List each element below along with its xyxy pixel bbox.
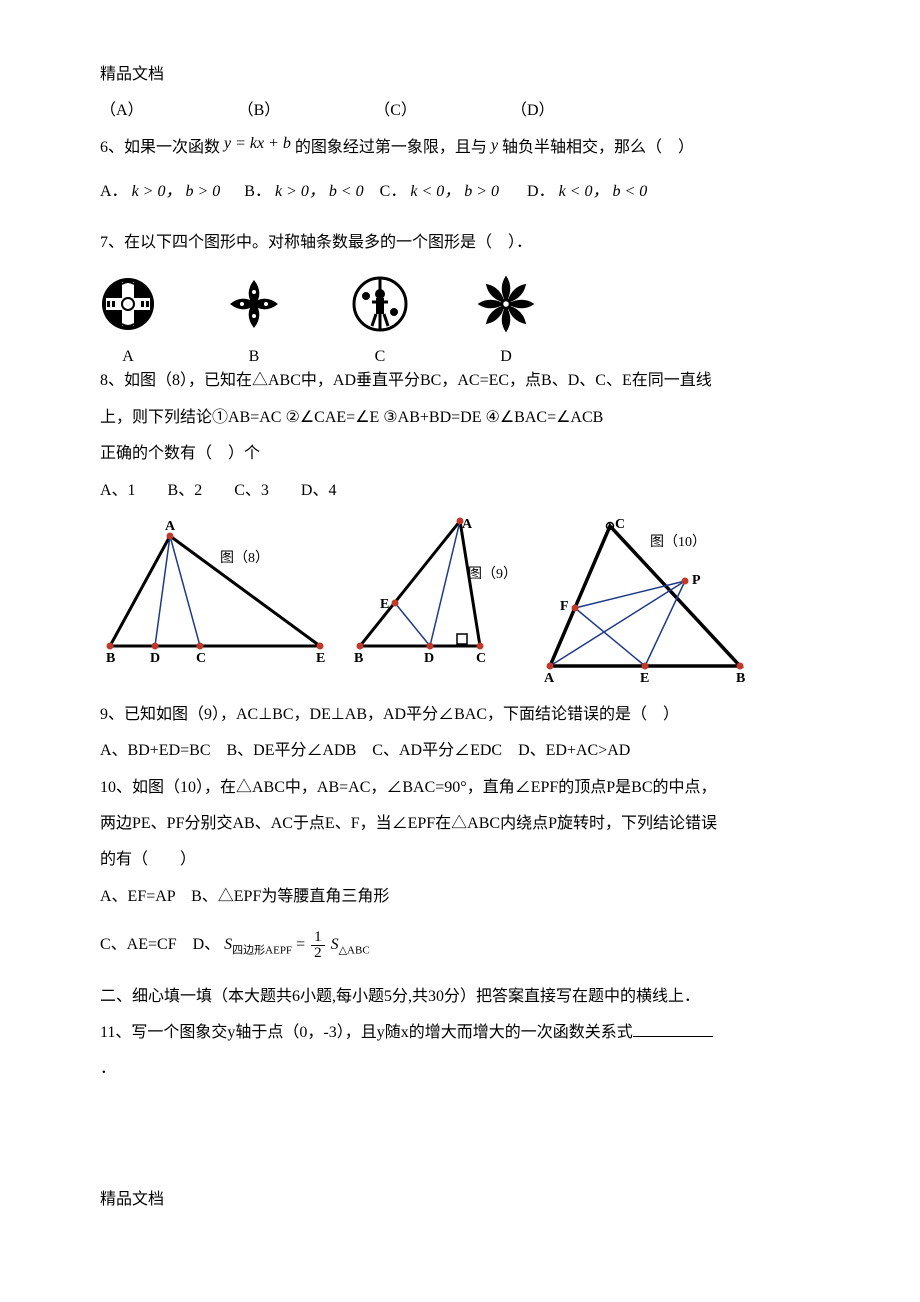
svg-text:C: C <box>476 651 486 666</box>
fig8-label: 图（8） <box>220 550 269 566</box>
figure-8: A B D C E 图（8） <box>100 516 330 666</box>
q8-line1: 8、如图（8），已知在△ABC中，AD垂直平分BC，AC=EC，点B、D、C、E… <box>100 366 820 396</box>
q7-symbol-c-icon <box>352 276 408 332</box>
svg-text:B: B <box>354 651 363 666</box>
q10-optD-S1: S <box>224 936 232 953</box>
q6-optA-label: A． <box>100 183 128 200</box>
q7-symbols-row: A B C <box>100 276 820 372</box>
q10-optsCD: C、AE=CF D、 S四边形AEPF = 1 2 S△ABC <box>100 930 820 961</box>
q6-optD-label: D． <box>527 183 555 200</box>
svg-text:F: F <box>560 599 569 614</box>
svg-text:C: C <box>196 651 206 666</box>
q6-optB-label: B． <box>244 183 271 200</box>
q6-optD: k < 0， b < 0 <box>559 183 648 200</box>
q6-pre: 6、如果一次函数 <box>100 139 220 156</box>
svg-text:A: A <box>165 519 176 534</box>
q7-symbol-a-col: A <box>100 276 156 372</box>
fig10-label: 图（10） <box>650 534 706 550</box>
q10-optD-S2: S <box>331 936 339 953</box>
q6-optC: k < 0， b > 0 <box>410 183 499 200</box>
svg-text:P: P <box>692 573 701 588</box>
q10-line1: 10、如图（10），在△ABC中，AB=AC，∠BAC=90°，直角∠EPF的顶… <box>100 773 820 803</box>
q11-blank <box>633 1020 713 1037</box>
q7-stem: 7、在以下四个图形中。对称轴条数最多的一个图形是（ ）． <box>100 228 820 258</box>
svg-text:C: C <box>615 517 625 532</box>
figure-10: C A B E P F 图（10） <box>540 516 760 686</box>
q9-opts: A、BD+ED=BC B、DE平分∠ADB C、AD平分∠EDC D、ED+AC… <box>100 736 820 766</box>
q8-line3: 正确的个数有（ ）个 <box>100 439 820 469</box>
svg-text:E: E <box>316 651 325 666</box>
page-header: 精品文档 <box>100 60 820 90</box>
q6-post: 的图象经过第一象限，且与 <box>295 139 487 156</box>
q7-symbol-b-icon <box>226 276 282 332</box>
q6-formula: y = kx + b <box>224 135 291 152</box>
fig9-label: 图（9） <box>468 566 517 582</box>
q5-options-row: （A） （B） （C） （D） <box>100 96 820 126</box>
q8-line2: 上，则下列结论①AB=AC ②∠CAE=∠E ③AB+BD=DE ④∠BAC=∠… <box>100 403 820 433</box>
q8-opts: A、1 B、2 C、3 D、4 <box>100 476 820 506</box>
svg-text:B: B <box>736 671 745 686</box>
page-footer: 精品文档 <box>100 1185 820 1215</box>
q10-optsAB: A、EF=AP B、△EPF为等腰直角三角形 <box>100 882 820 912</box>
q11-dot: ． <box>100 1054 820 1084</box>
q9-stem: 9、已知如图（9），AC⊥BC，DE⊥AB，AD平分∠BAC，下面结论错误的是（… <box>100 700 820 730</box>
q7-symbol-c-col: C <box>352 276 408 372</box>
q5-opt-a: （A） <box>100 102 144 119</box>
q5-opt-b: （B） <box>238 102 281 119</box>
svg-text:D: D <box>150 651 160 666</box>
q11-text: 11、写一个图象交y轴于点（0，-3），且y随x的增大而增大的一次函数关系式 <box>100 1024 633 1041</box>
q7-symbol-d-col: D <box>478 276 534 372</box>
q10-optC-pre: C、AE=CF D、 <box>100 936 220 953</box>
q10-optD-sub1: 四边形AEPF <box>232 945 292 957</box>
q5-opt-c: （C） <box>374 102 417 119</box>
figure-9: A B D C E 图（9） <box>350 516 520 666</box>
q5-opt-d: （D） <box>511 102 555 119</box>
q10-optD-sub2: △ABC <box>339 945 370 957</box>
q6-options: A． k > 0， b > 0 B． k > 0， b < 0 C． k < 0… <box>100 177 820 207</box>
q10-frac-den: 2 <box>311 946 325 961</box>
q7-symbol-a-icon <box>100 276 156 332</box>
q10-line3: 的有（ ） <box>100 845 820 875</box>
q6-post2: 轴负半轴相交，那么（ ） <box>502 139 694 156</box>
q6-stem: 6、如果一次函数 y = kx + b 的图象经过第一象限，且与 y 轴负半轴相… <box>100 133 820 163</box>
q6-optC-label: C． <box>380 183 407 200</box>
q7-symbol-b-col: B <box>226 276 282 372</box>
q10-optD-eq: = <box>296 936 309 953</box>
svg-text:A: A <box>462 517 473 532</box>
q6-y: y <box>491 137 498 154</box>
q10-line2: 两边PE、PF分别交AB、AC于点E、F，当∠EPF在△ABC内绕点P旋转时，下… <box>100 809 820 839</box>
q7-symbol-d-icon <box>478 276 534 332</box>
section2-header: 二、细心填一填（本大题共6小题,每小题5分,共30分）把答案直接写在题中的横线上… <box>100 982 820 1012</box>
q10-frac-num: 1 <box>311 930 325 946</box>
svg-text:A: A <box>544 671 555 686</box>
svg-text:B: B <box>106 651 115 666</box>
q11-stem: 11、写一个图象交y轴于点（0，-3），且y随x的增大而增大的一次函数关系式 <box>100 1018 820 1048</box>
svg-text:E: E <box>380 597 389 612</box>
q6-optA: k > 0， b > 0 <box>132 183 221 200</box>
figures-row: A B D C E 图（8） A B D C E 图（9） C <box>100 516 820 686</box>
q10-frac: 1 2 <box>311 930 325 961</box>
svg-text:E: E <box>640 671 649 686</box>
svg-text:D: D <box>424 651 434 666</box>
q6-optB: k > 0， b < 0 <box>275 183 364 200</box>
